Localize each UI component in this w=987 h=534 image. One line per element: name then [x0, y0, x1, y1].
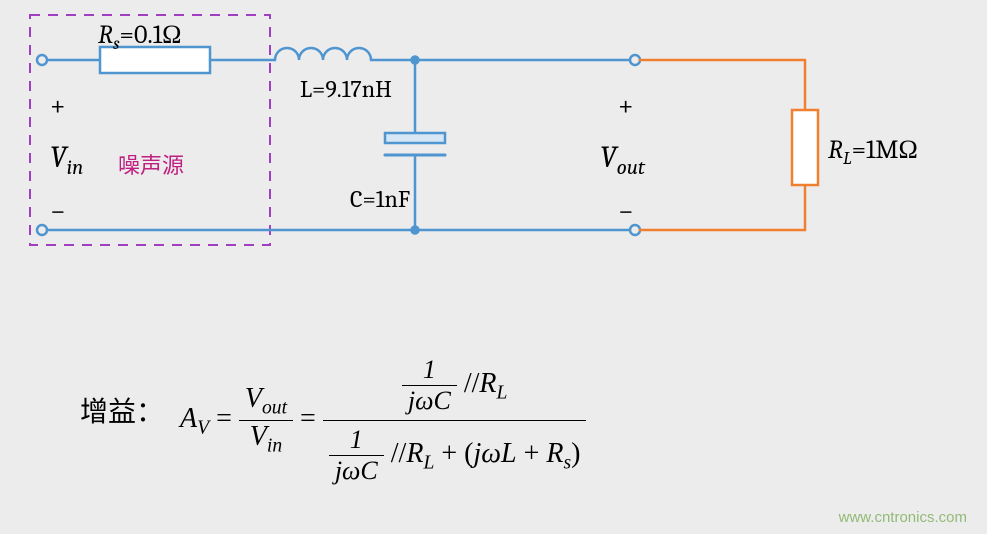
vin-label: Vin [50, 140, 83, 180]
vin-minus: − [50, 195, 66, 227]
vin-plus: + [50, 90, 66, 122]
vout-minus: − [618, 195, 634, 227]
noise-source-label: 噪声源 [118, 148, 184, 180]
gain-label: 增益： [80, 390, 164, 430]
capacitor-label: C=1nF [350, 185, 410, 213]
gain-formula: AV = Vout Vin = 1 jωC //RL 1 jωC //RL + … [180, 355, 586, 486]
vout-label: Vout [600, 140, 645, 180]
vout-plus: + [618, 90, 634, 122]
rl-label: RL=1MΩ [828, 135, 918, 169]
rs-label: Rs=0.1Ω [98, 20, 181, 54]
footer-watermark: www.cntronics.com [839, 509, 967, 526]
inductor-label: L=9.17nH [300, 75, 392, 103]
